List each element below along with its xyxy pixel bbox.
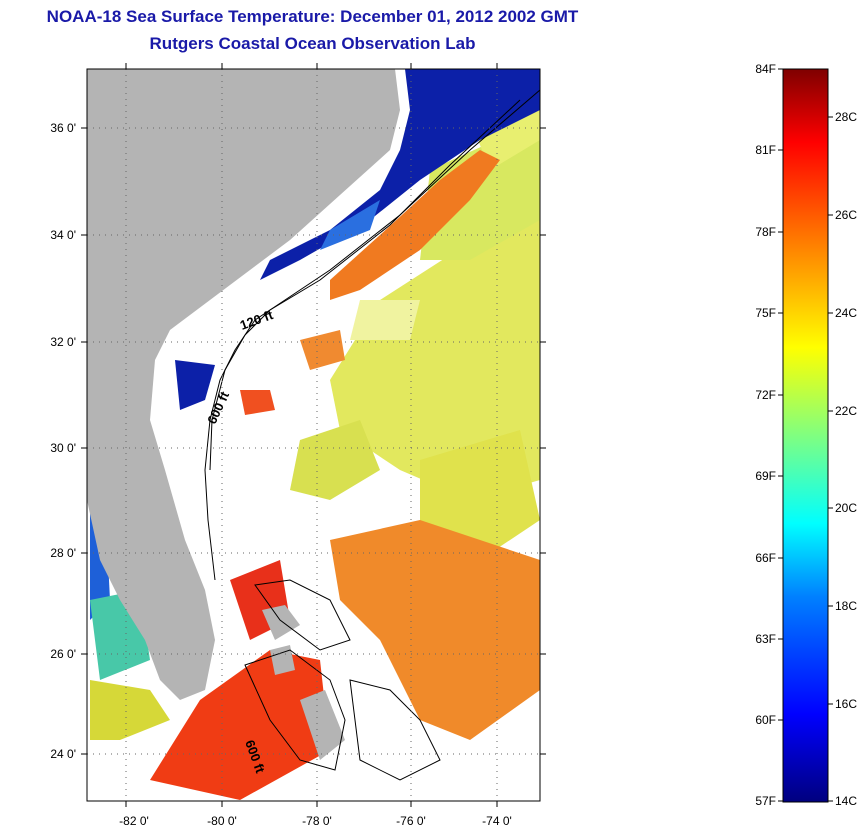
lon-label-76: -76 0' (396, 814, 426, 828)
cb-c-26: 26C (835, 208, 857, 222)
cb-f-75: 75F (755, 306, 776, 320)
colorbar: 84F 81F 78F 75F 72F 69F 66F 63F 60F 57F … (755, 62, 857, 808)
cb-f-78: 78F (755, 225, 776, 239)
land-mass (87, 69, 400, 760)
map-subtitle: Rutgers Coastal Ocean Observation Lab (149, 34, 476, 53)
latitude-labels: 36 0' 34 0' 32 0' 30 0' 28 0' 26 0' 24 0… (50, 121, 76, 761)
lat-label-30: 30 0' (50, 441, 76, 455)
depth-contours (204, 89, 540, 781)
cb-f-69: 69F (755, 469, 776, 483)
cb-c-28: 28C (835, 110, 857, 124)
cb-c-16: 16C (835, 697, 857, 711)
lon-label-80: -80 0' (207, 814, 237, 828)
cb-f-60: 60F (755, 713, 776, 727)
cb-f-81: 81F (755, 143, 776, 157)
map-area: 120 ft 600 ft 600 ft (87, 69, 540, 801)
graticule (87, 69, 540, 801)
cb-f-72: 72F (755, 388, 776, 402)
cb-f-57: 57F (755, 794, 776, 808)
gulf-stream (150, 150, 540, 800)
longitude-labels: -82 0' -80 0' -78 0' -76 0' -74 0' (119, 814, 512, 828)
lon-label-78: -78 0' (302, 814, 332, 828)
cold-shelf-water (90, 69, 540, 740)
lat-label-36: 36 0' (50, 121, 76, 135)
lon-label-74: -74 0' (482, 814, 512, 828)
cb-f-66: 66F (755, 551, 776, 565)
colorbar-gradient (782, 68, 829, 803)
map-frame (86, 68, 541, 802)
lat-label-32: 32 0' (50, 335, 76, 349)
lat-label-34: 34 0' (50, 228, 76, 242)
cb-c-18: 18C (835, 599, 857, 613)
cb-f-63: 63F (755, 632, 776, 646)
lon-label-82: -82 0' (119, 814, 149, 828)
axis-ticks (81, 63, 546, 807)
map-title: NOAA-18 Sea Surface Temperature: Decembe… (46, 7, 579, 26)
cb-f-84: 84F (755, 62, 776, 76)
cb-c-14: 14C (835, 794, 857, 808)
cb-c-22: 22C (835, 404, 857, 418)
lat-label-24: 24 0' (50, 747, 76, 761)
lat-label-28: 28 0' (50, 546, 76, 560)
colorbar-ticks (778, 68, 833, 802)
cb-c-20: 20C (835, 501, 857, 515)
cb-c-24: 24C (835, 306, 857, 320)
lat-label-26: 26 0' (50, 647, 76, 661)
